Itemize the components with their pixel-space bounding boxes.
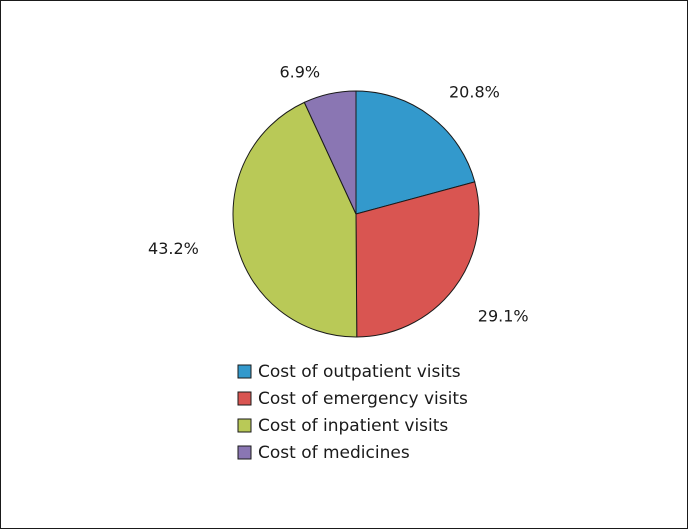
legend-label-0: Cost of outpatient visits [258,362,461,382]
pie-labels: 20.8% 29.1% 43.2% 6.9% [148,62,529,325]
legend-swatch-3 [237,445,252,460]
legend: Cost of outpatient visits Cost of emergen… [237,362,468,463]
legend-label-1: Cost of emergency visits [258,389,468,409]
data-label-3: 6.9% [279,62,320,81]
pie-slice-cost-of-emergency-visits [355,181,480,338]
data-label-2: 43.2% [148,239,199,258]
pie-slice-cost-of-outpatient-visits [355,90,476,215]
legend-swatch-2 [237,418,252,433]
pie-slices [232,90,480,338]
pie-slice-cost-of-medicines [303,90,357,215]
data-label-1: 29.1% [478,307,529,326]
legend-label-3: Cost of medicines [258,443,410,463]
legend-label-2: Cost of inpatient visits [258,416,448,436]
pie-slice-cost-of-inpatient-visits [232,101,358,338]
legend-swatch-1 [237,391,252,406]
data-label-0: 20.8% [449,83,500,102]
legend-swatch-0 [237,364,252,379]
